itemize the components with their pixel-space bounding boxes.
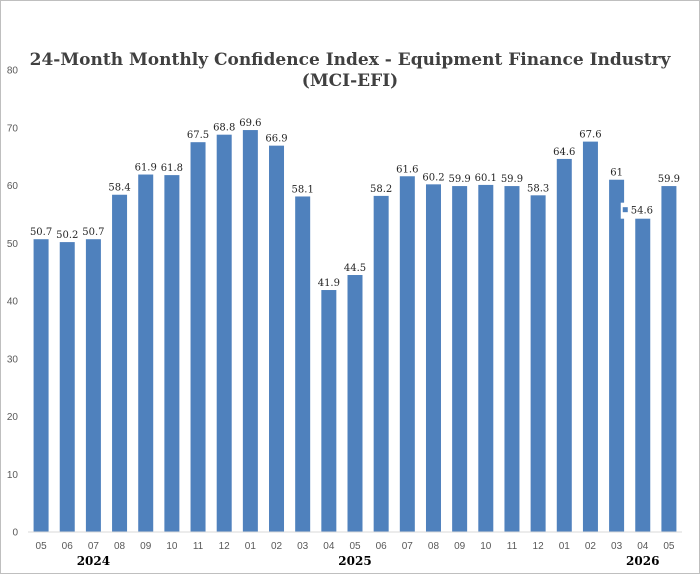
x-tick-label: 02 — [585, 541, 597, 552]
bar — [321, 290, 336, 532]
x-tick-label: 12 — [219, 541, 231, 552]
bar — [112, 195, 127, 532]
x-tick-label: 10 — [166, 541, 178, 552]
x-tick-label: 07 — [88, 541, 100, 552]
bar — [374, 196, 389, 532]
x-tick-label: 11 — [193, 541, 204, 552]
data-label: 68.8 — [213, 123, 235, 134]
bar — [635, 217, 650, 532]
y-tick-label: 0 — [12, 528, 18, 539]
x-tick-label: 11 — [507, 541, 518, 552]
data-label: 61.6 — [396, 164, 418, 175]
y-axis: 0 10 20 30 40 50 60 70 80 — [7, 66, 19, 539]
legend-key-marker — [623, 207, 628, 212]
data-label: 41.9 — [318, 278, 340, 289]
year-label: 2025 — [338, 554, 371, 568]
x-tick-label: 05 — [349, 541, 361, 552]
y-tick-label: 40 — [7, 297, 19, 308]
bar — [661, 186, 676, 532]
bar — [34, 239, 49, 532]
bar — [557, 159, 572, 532]
data-label: 58.4 — [108, 183, 130, 194]
x-tick-label: 09 — [140, 541, 152, 552]
bar — [583, 142, 598, 532]
bar — [295, 196, 310, 532]
data-label: 59.9 — [658, 174, 680, 185]
x-tick-label: 01 — [559, 541, 571, 552]
y-tick-label: 50 — [7, 239, 19, 250]
bar — [609, 180, 624, 532]
data-label: 58.3 — [527, 183, 549, 194]
x-tick-label: 06 — [376, 541, 388, 552]
data-label: 50.2 — [56, 230, 78, 241]
data-label: 67.6 — [579, 130, 601, 141]
data-label: 50.7 — [30, 227, 52, 238]
y-tick-label: 80 — [7, 66, 19, 77]
bar — [217, 135, 232, 532]
x-tick-label: 04 — [323, 541, 335, 552]
bar — [400, 176, 415, 532]
data-label: 66.9 — [265, 134, 287, 145]
bar — [164, 175, 179, 532]
bar — [243, 130, 258, 532]
x-axis-ticks: 05 06 07 08 09 10 11 12 01 02 03 04 05 06 07 08 09 10 11 12… — [36, 541, 675, 552]
data-label: 59.9 — [501, 174, 523, 185]
bar — [426, 184, 441, 532]
data-label: 58.1 — [292, 184, 314, 195]
y-tick-label: 70 — [7, 123, 19, 134]
data-label: 61.8 — [161, 163, 183, 174]
x-tick-label: 05 — [36, 541, 48, 552]
data-label: 61.9 — [135, 163, 157, 174]
data-label: 54.6 — [631, 206, 653, 217]
x-tick-label: 03 — [297, 541, 309, 552]
bar — [348, 275, 363, 532]
data-label: 64.6 — [553, 147, 575, 158]
x-tick-label: 01 — [245, 541, 257, 552]
bar — [504, 186, 519, 532]
data-label: 60.2 — [422, 172, 444, 183]
data-label: 59.9 — [449, 174, 471, 185]
y-tick-label: 60 — [7, 181, 19, 192]
bar — [452, 186, 467, 532]
data-label: 69.6 — [239, 118, 261, 129]
bar — [60, 242, 75, 532]
data-label: 67.5 — [187, 130, 209, 141]
data-label: 61 — [610, 168, 623, 179]
y-tick-label: 20 — [7, 412, 19, 423]
bar — [531, 195, 546, 532]
y-tick-label: 10 — [7, 470, 19, 481]
year-label: 2024 — [77, 554, 110, 568]
x-tick-label: 08 — [114, 541, 126, 552]
year-labels: 2024 2025 2026 — [77, 554, 660, 568]
x-tick-label: 09 — [454, 541, 466, 552]
x-tick-label: 03 — [611, 541, 623, 552]
data-label: 44.5 — [344, 263, 366, 274]
data-label: 58.2 — [370, 184, 392, 195]
x-tick-label: 02 — [271, 541, 283, 552]
bar — [478, 185, 493, 532]
y-tick-label: 30 — [7, 354, 19, 365]
x-tick-label: 04 — [637, 541, 649, 552]
x-tick-label: 10 — [480, 541, 492, 552]
bar — [138, 175, 153, 532]
year-label: 2026 — [626, 554, 659, 568]
data-label: 50.7 — [82, 227, 104, 238]
bar — [86, 239, 101, 532]
bar — [191, 142, 206, 532]
x-tick-label: 05 — [663, 541, 675, 552]
bar — [269, 146, 284, 532]
x-tick-label: 12 — [533, 541, 545, 552]
x-tick-label: 07 — [402, 541, 414, 552]
x-tick-label: 08 — [428, 541, 440, 552]
x-tick-label: 06 — [62, 541, 74, 552]
data-labels: 50.7 50.2 50.7 58.4 61.9 61.8 67.5 68.8 69.6 66.9… — [30, 118, 680, 289]
data-label: 60.1 — [475, 173, 497, 184]
